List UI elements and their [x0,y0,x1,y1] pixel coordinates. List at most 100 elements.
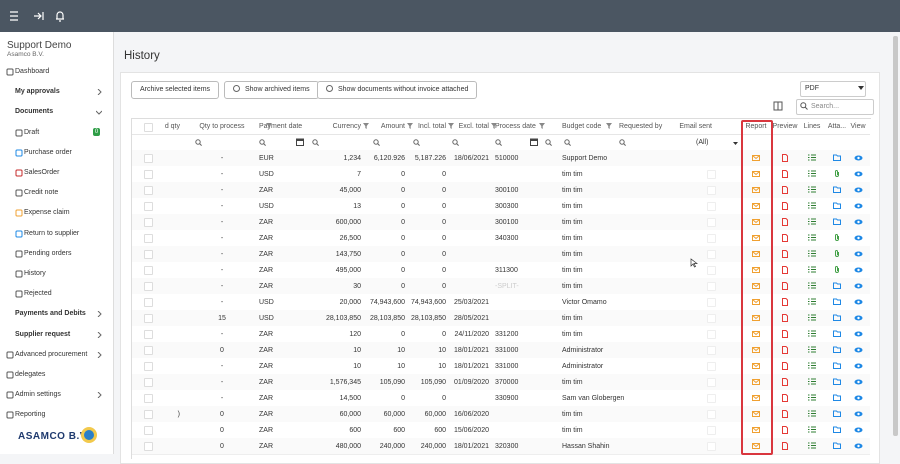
view-icon[interactable] [854,331,863,337]
filter-icon[interactable] [266,123,272,129]
sidebar-item[interactable]: My approvals [15,88,60,96]
column-header[interactable]: Budget code [562,123,602,130]
view-icon[interactable] [854,219,863,225]
sidebar-item[interactable]: Expense claim [24,209,70,217]
toolbar-button[interactable]: Archive selected items [131,81,220,99]
lines-icon[interactable] [808,442,816,449]
report-icon[interactable] [752,315,760,321]
lines-icon[interactable] [808,154,816,161]
report-icon[interactable] [752,171,760,177]
preview-icon[interactable] [782,282,788,290]
lines-icon[interactable] [808,314,816,321]
calendar-icon[interactable] [530,138,538,146]
preview-icon[interactable] [782,202,788,210]
preview-icon[interactable] [782,330,788,338]
sidebar-item[interactable]: Rejected [24,290,52,298]
preview-icon[interactable] [782,298,788,306]
row-checkbox[interactable] [144,170,153,179]
view-icon[interactable] [854,171,863,177]
preview-icon[interactable] [782,346,788,354]
filter-icon[interactable] [491,123,497,129]
attachment-icon[interactable] [833,394,841,401]
sidebar-item[interactable]: Documents [15,108,54,116]
row-checkbox[interactable] [144,330,153,339]
report-icon[interactable] [752,251,760,257]
attachment-icon[interactable] [833,154,841,161]
preview-icon[interactable] [782,314,788,322]
sidebar-item[interactable]: delegates [15,371,46,378]
sidebar-item[interactable]: Return to supplier [24,229,80,237]
column-header[interactable]: Qty to process [199,123,245,130]
report-icon[interactable] [752,155,760,161]
preview-icon[interactable] [782,266,788,274]
column-header[interactable]: Report [745,123,767,130]
attachment-icon[interactable] [833,170,841,177]
view-icon[interactable] [854,187,863,193]
view-icon[interactable] [854,347,863,353]
attachment-icon[interactable] [833,442,841,449]
attachment-icon[interactable] [833,330,841,337]
column-header[interactable]: Preview [772,123,798,130]
column-header[interactable]: Process date [495,123,536,130]
preview-icon[interactable] [782,250,788,258]
view-icon[interactable] [854,251,863,257]
sidebar-item[interactable]: Draft [24,128,40,136]
report-icon[interactable] [752,427,760,433]
row-checkbox[interactable] [144,266,153,275]
email-filter[interactable]: (All) [696,139,709,146]
sidebar-item[interactable]: Reporting [15,411,46,419]
view-icon[interactable] [854,443,863,449]
filter-icon[interactable] [407,123,413,129]
column-header[interactable]: d qty [164,123,180,130]
preview-icon[interactable] [782,218,788,226]
view-icon[interactable] [854,395,863,401]
export-select[interactable]: PDF [800,81,866,97]
lines-icon[interactable] [808,282,816,289]
report-icon[interactable] [752,379,760,385]
report-icon[interactable] [752,219,760,225]
preview-icon[interactable] [782,170,788,178]
toolbar-button[interactable]: Show documents without invoice attached [317,81,478,99]
column-header[interactable]: Atta... [827,123,847,130]
lines-icon[interactable] [808,234,816,241]
lines-icon[interactable] [808,202,816,209]
row-checkbox[interactable] [144,362,153,371]
top-icons[interactable] [10,10,70,22]
preview-icon[interactable] [782,234,788,242]
filter-icon[interactable] [539,123,545,129]
preview-icon[interactable] [782,410,788,418]
preview-icon[interactable] [782,154,788,162]
report-icon[interactable] [752,443,760,449]
attachment-icon[interactable] [833,362,841,369]
checkbox[interactable] [144,123,153,132]
view-icon[interactable] [854,363,863,369]
column-header[interactable]: Requested by [619,123,663,130]
sidebar-item[interactable]: Purchase order [24,148,72,156]
view-icon[interactable] [854,315,863,321]
sidebar-item[interactable]: History [24,270,46,277]
report-icon[interactable] [752,299,760,305]
lines-icon[interactable] [808,250,816,257]
view-icon[interactable] [854,299,863,305]
lines-icon[interactable] [808,346,816,353]
attachment-icon[interactable] [833,346,841,353]
column-header[interactable]: View [850,123,866,130]
view-icon[interactable] [854,283,863,289]
attachment-icon[interactable] [833,186,841,193]
column-header[interactable]: Email sent [679,123,712,130]
row-checkbox[interactable] [144,282,153,291]
column-header[interactable]: Currency [332,123,361,130]
preview-icon[interactable] [782,186,788,194]
toolbar-button[interactable]: Show archived items [224,81,319,99]
lines-icon[interactable] [808,426,816,433]
row-checkbox[interactable] [144,426,153,435]
search-box[interactable]: Search... [796,99,874,115]
view-icon[interactable] [854,379,863,385]
report-icon[interactable] [752,331,760,337]
report-icon[interactable] [752,347,760,353]
lines-icon[interactable] [808,410,816,417]
report-icon[interactable] [752,395,760,401]
filter-icon[interactable] [606,123,612,129]
row-checkbox[interactable] [144,218,153,227]
attachment-icon[interactable] [833,218,841,225]
